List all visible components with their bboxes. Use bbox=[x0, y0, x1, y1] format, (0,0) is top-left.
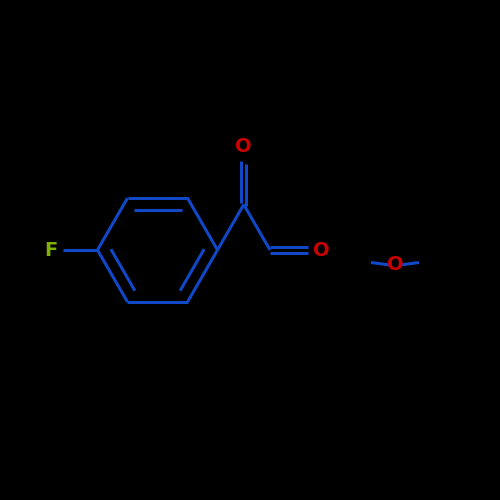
Text: O: O bbox=[236, 137, 252, 156]
Text: F: F bbox=[44, 240, 58, 260]
Text: O: O bbox=[386, 256, 404, 274]
Text: O: O bbox=[314, 240, 330, 260]
